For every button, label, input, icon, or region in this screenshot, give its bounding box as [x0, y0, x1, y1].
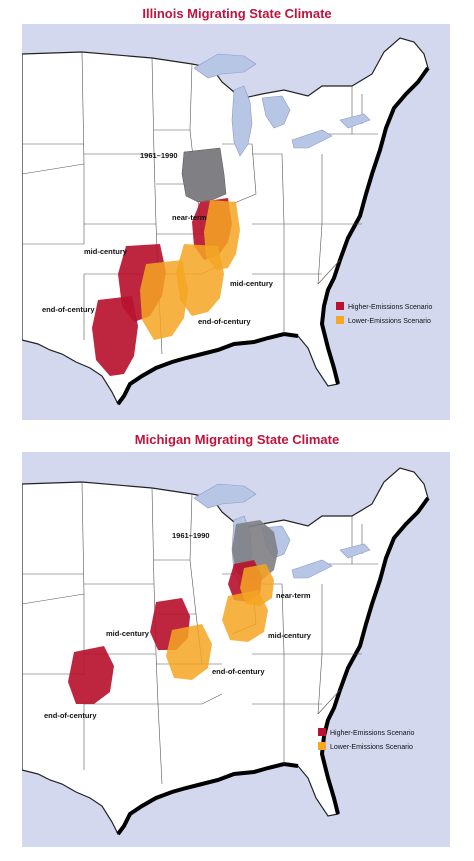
label-end-century-high: end-of-century	[44, 711, 97, 720]
label-end-century-high: end-of-century	[42, 305, 95, 314]
legend: Higher-Emissions Scenario Lower-Emission…	[318, 728, 415, 751]
end-century-lower-shape	[166, 624, 212, 680]
state-borders	[22, 481, 378, 785]
legend-higher-label: Higher-Emissions Scenario	[348, 304, 433, 311]
end-century-higher-shape	[92, 296, 138, 376]
label-mid-century-high: mid-century	[106, 629, 150, 638]
mid-century-lower-shape	[222, 590, 268, 642]
label-near-term: near-term	[276, 591, 311, 600]
michigan-map: 1961–1990 near-term mid-century mid-cent…	[22, 467, 430, 836]
label-mid-century-low: mid-century	[268, 631, 312, 640]
michigan-map-panel: 1961–1990 near-term mid-century mid-cent…	[22, 452, 450, 847]
great-lakes	[193, 53, 371, 157]
end-century-higher-shape	[68, 646, 114, 704]
legend-lower-label: Lower-Emissions Scenario	[330, 744, 413, 751]
label-mid-century-low: mid-century	[230, 279, 274, 288]
legend-higher-label: Higher-Emissions Scenario	[330, 730, 415, 737]
label-near-term: near-term	[172, 213, 207, 222]
label-mid-century-high: mid-century	[84, 247, 128, 256]
label-baseline: 1961–1990	[140, 151, 178, 160]
legend: Higher-Emissions Scenario Lower-Emission…	[336, 302, 433, 325]
baseline-state-shape	[181, 147, 227, 203]
illinois-map-panel: 1961–1990 near-term mid-century mid-cent…	[22, 24, 450, 420]
legend-swatch-lower	[336, 316, 344, 324]
legend-swatch-higher	[336, 302, 344, 310]
label-baseline: 1961–1990	[172, 531, 210, 540]
michigan-map-title: Michigan Migrating State Climate	[134, 432, 340, 447]
legend-lower-label: Lower-Emissions Scenario	[348, 318, 431, 325]
illinois-map-title: Illinois Migrating State Climate	[142, 6, 332, 21]
end-century-lower-shape	[140, 260, 188, 340]
legend-swatch-higher	[318, 728, 326, 736]
legend-swatch-lower	[318, 742, 326, 750]
label-end-century-low: end-of-century	[198, 317, 251, 326]
mid-century-lower-shape	[176, 244, 224, 316]
illinois-map: 1961–1990 near-term mid-century mid-cent…	[22, 37, 433, 406]
label-end-century-low: end-of-century	[212, 667, 265, 676]
